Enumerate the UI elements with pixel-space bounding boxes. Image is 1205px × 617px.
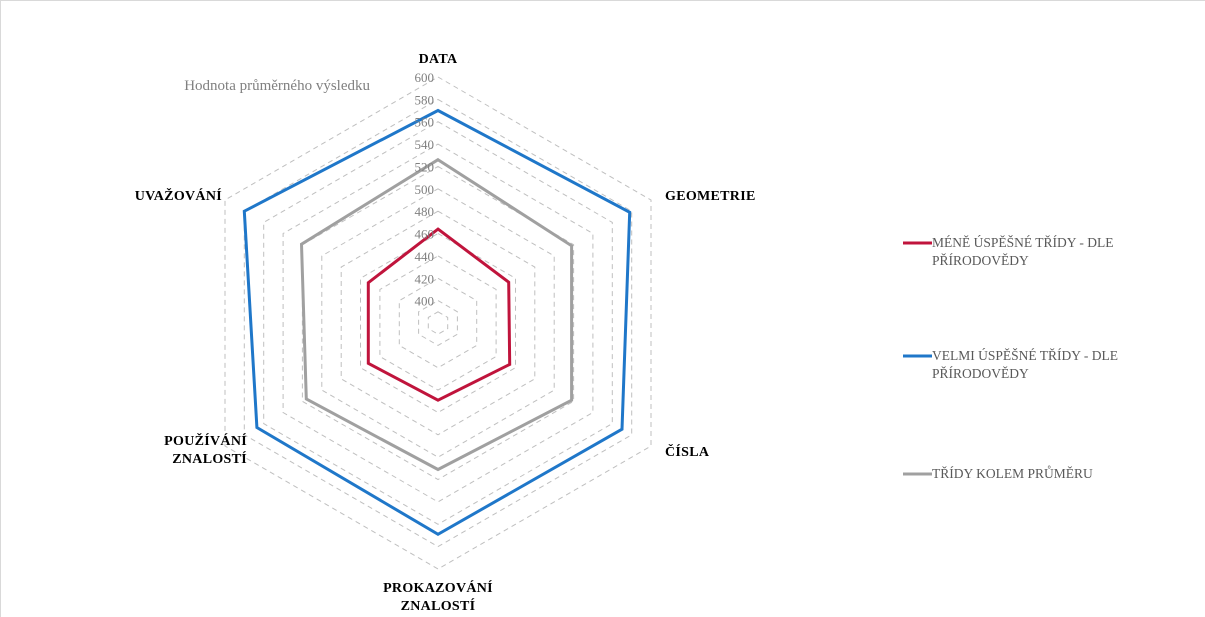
grid-ring bbox=[224, 76, 652, 570]
grid-ring bbox=[321, 188, 555, 458]
tick-label: 400 bbox=[415, 294, 435, 309]
series-line bbox=[242, 108, 632, 537]
tick-label: 500 bbox=[415, 182, 435, 197]
legend-label: PŘÍRODOVĚDY bbox=[932, 366, 1029, 381]
tick-label: 440 bbox=[415, 249, 435, 264]
legend-label: PŘÍRODOVĚDY bbox=[932, 253, 1029, 268]
tick-layer: 400 420 440 460 480 500 520 540 560 580 600 bbox=[415, 70, 435, 309]
grid-ring bbox=[282, 143, 594, 503]
grid-ring bbox=[379, 255, 497, 391]
series-layer bbox=[242, 108, 632, 537]
tick-label: 540 bbox=[415, 137, 435, 152]
axis-label: ZNALOSTÍ bbox=[401, 597, 476, 614]
grid-ring bbox=[418, 300, 458, 346]
series-line bbox=[366, 227, 512, 402]
grid-ring bbox=[301, 165, 575, 481]
grid-ring bbox=[263, 121, 613, 525]
axis-label: GEOMETRIE bbox=[665, 189, 756, 204]
axis-label: POUŽÍVÁNÍ bbox=[164, 432, 247, 449]
grid-layer bbox=[224, 76, 652, 570]
grid-ring bbox=[398, 277, 478, 369]
axis-label: UVAŽOVÁNÍ bbox=[135, 187, 222, 204]
legend: MÉNĚ ÚSPĚŠNÉ TŘÍDY - DLE PŘÍRODOVĚDY VELMI… bbox=[903, 235, 1118, 481]
tick-label: 480 bbox=[415, 204, 435, 219]
grid-ring bbox=[427, 311, 449, 335]
axis-label: DATA bbox=[419, 52, 458, 67]
tick-label: 420 bbox=[415, 271, 435, 286]
grid-ring bbox=[360, 232, 516, 414]
tick-label: 600 bbox=[415, 70, 435, 85]
grid-ring bbox=[340, 210, 536, 436]
chart-subtitle: Hodnota průměrného výsledku bbox=[184, 78, 370, 94]
axis-label: ČÍSLA bbox=[665, 443, 710, 460]
tick-label: 580 bbox=[415, 92, 435, 107]
tick-label: 560 bbox=[415, 115, 435, 130]
tick-label: 520 bbox=[415, 160, 435, 175]
axis-label: PROKAZOVÁNÍ bbox=[383, 579, 493, 596]
tick-label: 460 bbox=[415, 227, 435, 242]
legend-label: MÉNĚ ÚSPĚŠNÉ TŘÍDY - DLE bbox=[932, 235, 1114, 250]
series-line bbox=[299, 157, 574, 472]
legend-label: TŘÍDY KOLEM PRŮMĚRU bbox=[932, 466, 1093, 481]
axis-label-layer: DATAGEOMETRIEČÍSLAPROKAZOVÁNÍZNALOSTÍPOU… bbox=[135, 52, 756, 614]
axis-label: ZNALOSTÍ bbox=[172, 450, 247, 467]
legend-label: VELMI ÚSPĚŠNÉ TŘÍDY - DLE bbox=[932, 348, 1118, 363]
